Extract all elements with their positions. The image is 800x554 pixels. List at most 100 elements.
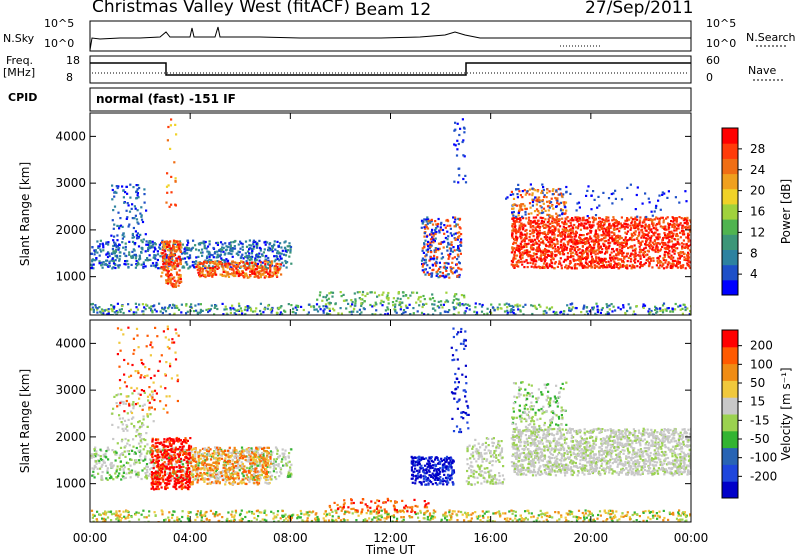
echo-cell [651,248,654,251]
echo-cell [514,242,518,245]
echo-cell [173,261,176,264]
echo-cell [122,196,125,199]
echo-cell [666,263,669,266]
echo-cell [105,253,108,256]
echo-cell [655,223,659,226]
echo-cell [423,268,426,271]
echo-cell [537,224,540,227]
echo-cell [648,264,651,267]
echo-cell [277,245,280,248]
echo-cell [607,241,610,244]
echo-cell [655,311,658,314]
echo-cell [614,257,617,260]
echo-cell [150,246,153,249]
echo-cell [196,313,199,315]
echo-cell [360,304,363,307]
echo-cell [402,311,405,314]
echo-cell [584,256,587,259]
echo-cell [170,274,173,277]
echo-cell [532,260,535,263]
echo-cell [542,220,546,223]
echo-cell [649,229,652,232]
freq-label: Freq. [6,54,34,67]
echo-cell [226,245,230,249]
echo-cell [662,244,665,247]
echo-cell [312,305,315,308]
echo-cell [165,247,168,250]
echo-cell [197,303,200,306]
echo-cell [598,266,601,269]
echo-cell [443,240,446,243]
echo-cell [616,236,619,239]
echo-cell [546,191,549,194]
echo-cell [661,193,664,196]
echo-cell [196,311,199,314]
echo-cell [601,248,604,251]
echo-cell [241,248,244,251]
echo-cell [259,302,262,305]
echo-cell [513,266,516,269]
echo-cell [535,208,539,211]
echo-cell [587,232,590,235]
echo-cell [209,268,212,271]
echo-cell [140,206,143,209]
echo-cell [253,272,256,276]
echo-cell [448,309,451,312]
echo-cell [221,274,224,277]
echo-cell [674,247,677,250]
echo-cell [546,205,550,208]
echo-cell [542,195,546,199]
echo-cell [650,245,653,248]
echo-cell [177,262,180,265]
echo-cell [547,209,550,212]
echo-cell [273,260,276,263]
echo-cell [143,467,146,470]
echo-cell [650,235,653,238]
echo-cell [638,254,641,258]
echo-cell [128,472,131,475]
echo-cell [667,228,670,231]
echo-cell [609,226,612,229]
echo-cell [592,239,595,242]
echo-cell [606,266,609,269]
echo-cell [554,243,557,246]
echo-cell [124,455,127,458]
echo-cell [641,202,644,205]
echo-cell [616,243,619,246]
echo-cell [562,242,565,245]
echo-cell [530,255,533,258]
echo-cell [638,233,641,236]
echo-cell [634,249,637,252]
echo-cell [117,264,120,267]
echo-cell [587,238,590,241]
echo-cell [123,262,126,266]
echo-cell [162,259,165,262]
echo-cell [94,306,97,309]
echo-cell [511,246,514,249]
echo-cell [134,257,137,260]
echo-cell [513,253,516,256]
echo-cell [612,224,615,227]
echo-cell [394,303,397,306]
echo-cell [426,222,429,225]
echo-cell [178,457,181,461]
echo-cell [670,220,673,223]
echo-cell [516,217,519,220]
echo-cell [131,232,134,236]
echo-cell [655,204,658,207]
echo-cell [212,246,215,250]
echo-cell [621,265,624,268]
echo-cell [216,260,219,263]
echo-cell [611,256,614,259]
echo-cell [250,268,253,271]
echo-cell [537,245,540,248]
echo-cell [96,240,99,243]
echo-cell [128,253,131,256]
echo-cell [100,250,103,253]
echo-cell [533,266,536,269]
echo-cell [121,237,124,240]
echo-cell [106,469,109,472]
echo-cell [101,458,104,462]
echo-cell [591,247,594,250]
echo-cell [138,186,141,190]
